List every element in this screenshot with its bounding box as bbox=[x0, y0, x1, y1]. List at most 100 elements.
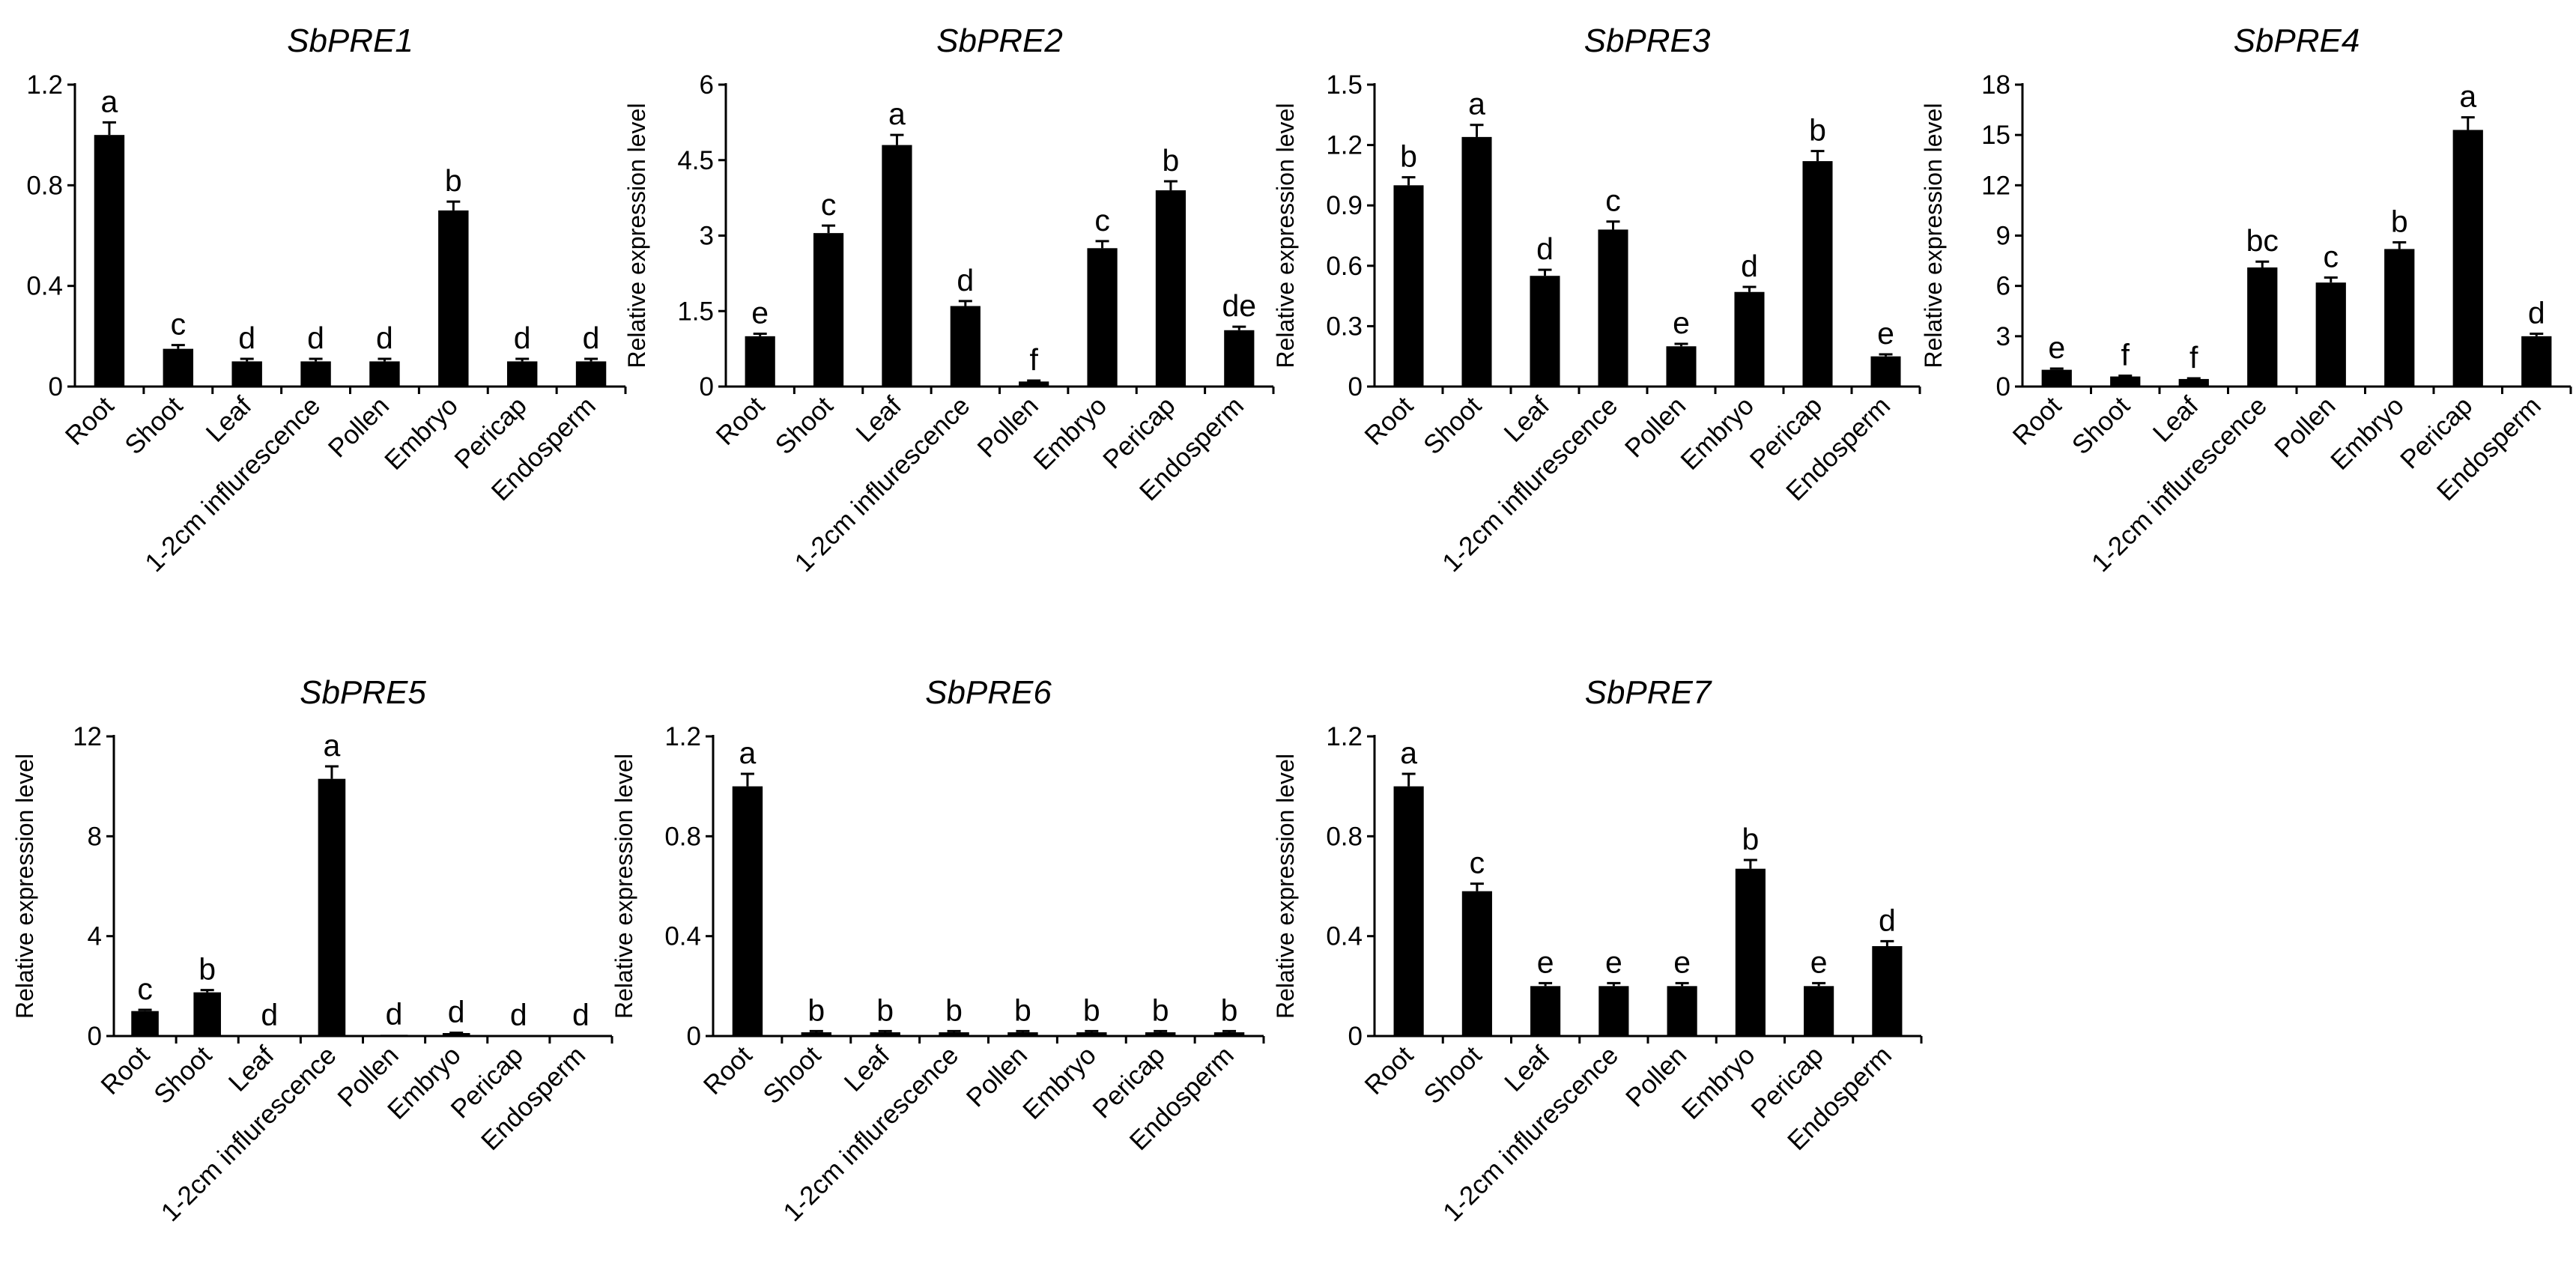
bar bbox=[255, 1035, 284, 1036]
y-tick-label: 0 bbox=[1348, 372, 1363, 402]
y-tick-label: 12 bbox=[73, 722, 102, 751]
panel-sbpre6: SbPRE6 Relative expression level 0 0.4 0.8 1.… bbox=[610, 674, 1265, 1227]
bar bbox=[1667, 986, 1697, 1036]
x-category-label: Shoot bbox=[1418, 1041, 1487, 1109]
x-category-label: Shoot bbox=[2067, 391, 2136, 460]
bar bbox=[506, 361, 538, 387]
x-category-label: Shoot bbox=[1418, 391, 1487, 460]
significance-letter: a bbox=[101, 84, 118, 118]
y-tick-label: 1.2 bbox=[664, 722, 701, 751]
significance-letter: b bbox=[1809, 113, 1826, 148]
significance-letter: c bbox=[1094, 203, 1110, 237]
y-tick-label: 3 bbox=[1996, 322, 2010, 351]
significance-letter: e bbox=[2048, 330, 2065, 365]
bar bbox=[870, 1032, 900, 1036]
y-tick-label: 18 bbox=[1981, 70, 2010, 100]
bar bbox=[163, 348, 194, 387]
y-axis-label: Relative expression level bbox=[610, 754, 637, 1019]
bar bbox=[1530, 276, 1560, 387]
significance-letter: b bbox=[1152, 993, 1169, 1027]
significance-letter: b bbox=[2391, 204, 2408, 238]
bar bbox=[2178, 378, 2209, 387]
bar bbox=[2315, 282, 2346, 387]
bar bbox=[1076, 1032, 1107, 1036]
bar bbox=[131, 1011, 159, 1036]
y-tick-label: 0 bbox=[49, 372, 63, 402]
significance-letter: a bbox=[888, 97, 906, 131]
chart-title: SbPRE3 bbox=[1584, 22, 1711, 59]
significance-letter: bc bbox=[2246, 223, 2279, 258]
bar bbox=[2110, 376, 2141, 387]
significance-letter: b bbox=[445, 163, 462, 198]
y-tick-label: 4.5 bbox=[677, 146, 714, 175]
panel-sbpre3: SbPRE3 Relative expression level 0 0.3 0.6 0.… bbox=[1272, 22, 1921, 578]
significance-letter: c bbox=[171, 307, 187, 342]
y-axis-label: Relative expression level bbox=[1272, 754, 1299, 1019]
significance-letter: d bbox=[448, 995, 465, 1029]
bar bbox=[1734, 291, 1765, 387]
y-tick-label: 6 bbox=[700, 70, 714, 100]
significance-letter: c bbox=[2324, 239, 2339, 273]
y-tick-label: 0.8 bbox=[664, 822, 701, 851]
significance-letter: b bbox=[1221, 993, 1238, 1027]
bar bbox=[745, 336, 775, 387]
bar bbox=[1007, 1032, 1038, 1036]
panel-sbpre7: SbPRE7 Relative expression level 0 0.4 0.8 1.… bbox=[1272, 674, 1923, 1227]
bar bbox=[300, 361, 331, 387]
significance-letter: d bbox=[376, 321, 393, 355]
significance-letter: e bbox=[1877, 316, 1894, 351]
significance-letter: d bbox=[386, 996, 403, 1031]
significance-letter: d bbox=[510, 997, 527, 1032]
y-tick-label: 6 bbox=[1996, 272, 2010, 301]
bar bbox=[1872, 946, 1903, 1036]
significance-letter: b bbox=[1083, 993, 1100, 1027]
x-category-label: Shoot bbox=[119, 391, 188, 460]
x-category-label: Embryo bbox=[1675, 391, 1760, 476]
bar bbox=[801, 1032, 832, 1036]
chart-title: SbPRE6 bbox=[925, 674, 1052, 711]
y-tick-label: 0.4 bbox=[664, 922, 701, 951]
bar bbox=[438, 210, 469, 387]
y-tick-label: 0 bbox=[687, 1022, 701, 1051]
x-category-label: Embryo bbox=[1676, 1041, 1761, 1125]
significance-letter: d bbox=[1536, 231, 1554, 266]
y-axis-label: Relative expression level bbox=[1920, 103, 1947, 369]
x-category-label: Leaf bbox=[2148, 391, 2204, 448]
x-category-label: Root bbox=[1359, 1041, 1419, 1100]
significance-letter: b bbox=[876, 993, 894, 1027]
significance-letter: b bbox=[807, 993, 825, 1027]
bar bbox=[1804, 986, 1834, 1036]
bar bbox=[1155, 190, 1187, 387]
significance-letter: f bbox=[2121, 337, 2130, 372]
significance-letter: a bbox=[324, 728, 341, 763]
y-tick-label: 1.2 bbox=[1326, 131, 1363, 160]
y-tick-label: 4 bbox=[88, 922, 102, 951]
y-tick-label: 9 bbox=[1996, 222, 2010, 251]
x-category-label: Leaf bbox=[201, 391, 258, 448]
y-axis-label: Relative expression level bbox=[11, 754, 38, 1019]
chart-title: SbPRE2 bbox=[936, 22, 1063, 59]
y-tick-label: 12 bbox=[1981, 171, 2010, 200]
x-category-label: Embryo bbox=[379, 391, 464, 476]
y-tick-label: 0.9 bbox=[1326, 191, 1363, 220]
significance-letter: c bbox=[1605, 184, 1621, 218]
significance-letter: e bbox=[1673, 306, 1690, 340]
significance-letter: d bbox=[307, 321, 324, 355]
x-category-label: Leaf bbox=[850, 391, 907, 448]
x-category-label: Root bbox=[60, 391, 120, 451]
bar bbox=[1598, 229, 1628, 387]
bar bbox=[442, 1033, 470, 1036]
y-tick-label: 0.4 bbox=[1326, 922, 1363, 951]
bar bbox=[193, 992, 221, 1036]
panel-sbpre4: SbPRE4 Relative expression level 0 3 6 9 12 15 1… bbox=[1920, 22, 2572, 578]
panel-sbpre2: SbPRE2 Relative expression level 0 1.5 3 4.5 6… bbox=[623, 22, 1275, 578]
bar bbox=[318, 778, 346, 1036]
bar bbox=[1019, 381, 1049, 387]
x-category-label: Embryo bbox=[1017, 1041, 1102, 1125]
y-tick-label: 0 bbox=[88, 1022, 102, 1051]
bar bbox=[1666, 346, 1697, 387]
bar bbox=[380, 1035, 408, 1036]
significance-letter: f bbox=[1029, 342, 1038, 377]
bar bbox=[1213, 1032, 1245, 1036]
